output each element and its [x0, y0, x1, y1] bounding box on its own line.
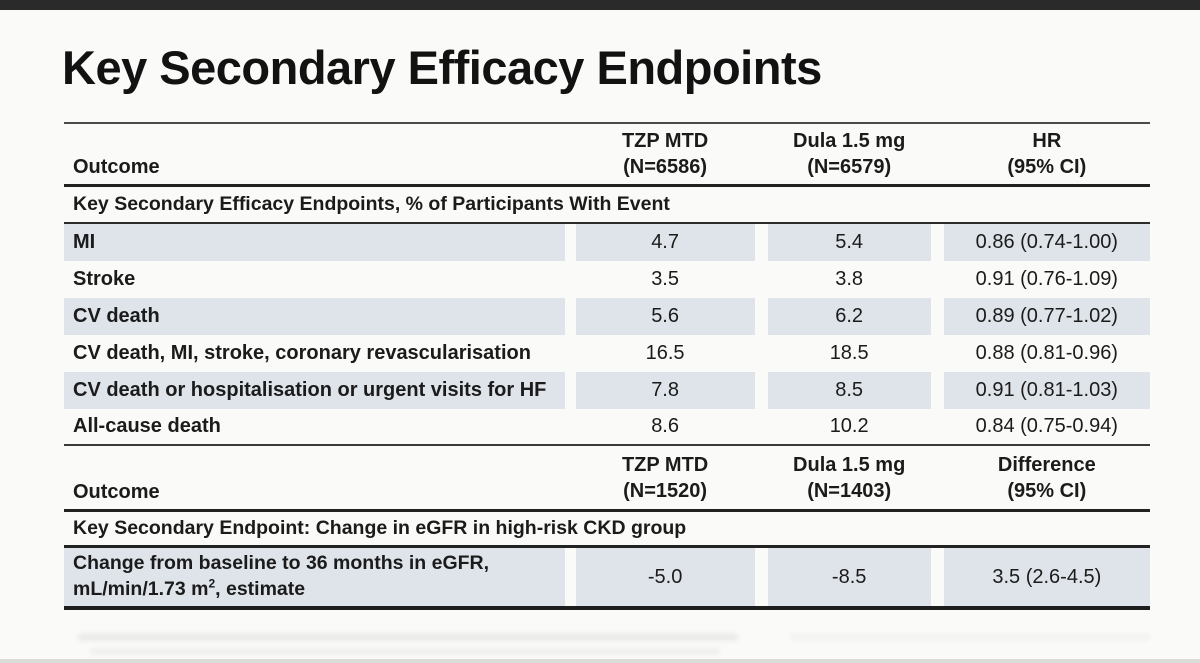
table1-header-row: Outcome TZP MTD (N=6586) Dula 1.5 mg (N=… — [64, 124, 1150, 187]
header-hr: HR (95% CI) — [944, 124, 1150, 184]
page-title: Key Secondary Efficacy Endpoints — [62, 41, 822, 94]
cell-tzp: -5.0 — [575, 548, 755, 606]
header-hr-line2: (95% CI) — [1007, 156, 1087, 178]
header-difference: Difference (95% CI) — [944, 446, 1150, 509]
cell-tzp: 5.6 — [575, 298, 755, 335]
table-row: CV death, MI, stroke, coronary revascula… — [64, 335, 1150, 372]
cell-tzp: 3.5 — [651, 268, 679, 290]
cell-hr: 0.91 (0.81-1.03) — [943, 372, 1150, 409]
cell-outcome: CV death — [64, 298, 565, 335]
cell-dula: 5.4 — [767, 224, 931, 261]
egfr-label-line2-pre: mL/min/1.73 m — [73, 578, 209, 600]
table-row-egfr: Change from baseline to 36 months in eGF… — [64, 548, 1150, 610]
table-row: MI 4.7 5.4 0.86 (0.74-1.00) — [64, 224, 1150, 261]
cell-hr: 0.89 (0.77-1.02) — [943, 298, 1150, 335]
faded-footnote-artifact — [790, 633, 1150, 641]
header-hr-line1: HR — [1032, 130, 1062, 152]
faded-footnote-artifact — [78, 633, 738, 641]
header-tzp-line1: TZP MTD — [621, 453, 709, 476]
cell-tzp: 7.8 — [575, 372, 755, 409]
table-row: All-cause death 8.6 10.2 0.84 (0.75-0.94… — [64, 409, 1150, 446]
header-dula: Dula 1.5 mg (N=1403) — [768, 446, 931, 509]
bottom-video-edge — [0, 659, 1200, 663]
cell-outcome: All-cause death — [73, 415, 221, 437]
cell-dula: 10.2 — [829, 415, 869, 437]
table-row: CV death 5.6 6.2 0.89 (0.77-1.02) — [64, 298, 1150, 335]
table2-header-row: Outcome TZP MTD (N=1520) Dula 1.5 mg (N=… — [64, 446, 1150, 512]
cell-hr: 0.91 (0.76-1.09) — [975, 268, 1118, 290]
cell-outcome: Stroke — [73, 268, 136, 290]
cell-dula: -8.5 — [767, 548, 931, 606]
header-dula-line1: Dula 1.5 mg — [793, 130, 906, 152]
cell-hr: 0.84 (0.75-0.94) — [975, 415, 1118, 437]
cell-outcome: Change from baseline to 36 months in eGF… — [64, 548, 565, 606]
header-difference-line1: Difference — [997, 453, 1096, 476]
cell-hr: 0.86 (0.74-1.00) — [943, 224, 1150, 261]
cell-outcome: CV death or hospitalisation or urgent vi… — [64, 372, 565, 409]
header-tzp-line2: (N=6586) — [623, 156, 708, 178]
cell-tzp: 16.5 — [645, 342, 685, 364]
cell-hr: 0.88 (0.81-0.96) — [975, 342, 1118, 364]
section-header-egfr: Key Secondary Endpoint: Change in eGFR i… — [64, 512, 1150, 548]
cell-outcome: CV death, MI, stroke, coronary revascula… — [73, 342, 531, 364]
header-dula-line2: (N=1403) — [807, 479, 892, 502]
egfr-label-line2-post: , estimate — [215, 578, 306, 600]
header-tzp-line2: (N=1520) — [623, 479, 708, 502]
cell-outcome: MI — [64, 224, 565, 261]
cell-dula: 3.8 — [835, 268, 864, 290]
header-tzp: TZP MTD (N=6586) — [576, 124, 755, 184]
header-outcome: Outcome — [73, 481, 160, 503]
header-dula-line1: Dula 1.5 mg — [793, 453, 906, 476]
cell-dula: 8.5 — [767, 372, 931, 409]
table-row: CV death or hospitalisation or urgent vi… — [64, 372, 1150, 409]
header-tzp: TZP MTD (N=1520) — [576, 446, 755, 509]
cell-dula: 18.5 — [829, 342, 869, 364]
top-video-bar — [0, 0, 1200, 10]
header-dula-line2: (N=6579) — [807, 156, 892, 178]
egfr-label-line1: Change from baseline to 36 months in eGF… — [73, 552, 490, 575]
table-row: Stroke 3.5 3.8 0.91 (0.76-1.09) — [64, 261, 1150, 298]
cell-tzp: 4.7 — [575, 224, 755, 261]
faded-footnote-artifact — [90, 648, 720, 655]
header-difference-line2: (95% CI) — [1007, 479, 1087, 502]
cell-dula: 6.2 — [767, 298, 931, 335]
cell-tzp: 8.6 — [651, 415, 679, 437]
header-dula: Dula 1.5 mg (N=6579) — [768, 124, 931, 184]
header-tzp-line1: TZP MTD — [621, 130, 709, 152]
header-outcome: Outcome — [73, 156, 160, 178]
endpoints-table: Outcome TZP MTD (N=6586) Dula 1.5 mg (N=… — [64, 122, 1150, 610]
egfr-superscript: 2 — [208, 576, 216, 591]
section-header-events: Key Secondary Efficacy Endpoints, % of P… — [64, 187, 1150, 224]
cell-difference: 3.5 (2.6-4.5) — [943, 548, 1150, 606]
